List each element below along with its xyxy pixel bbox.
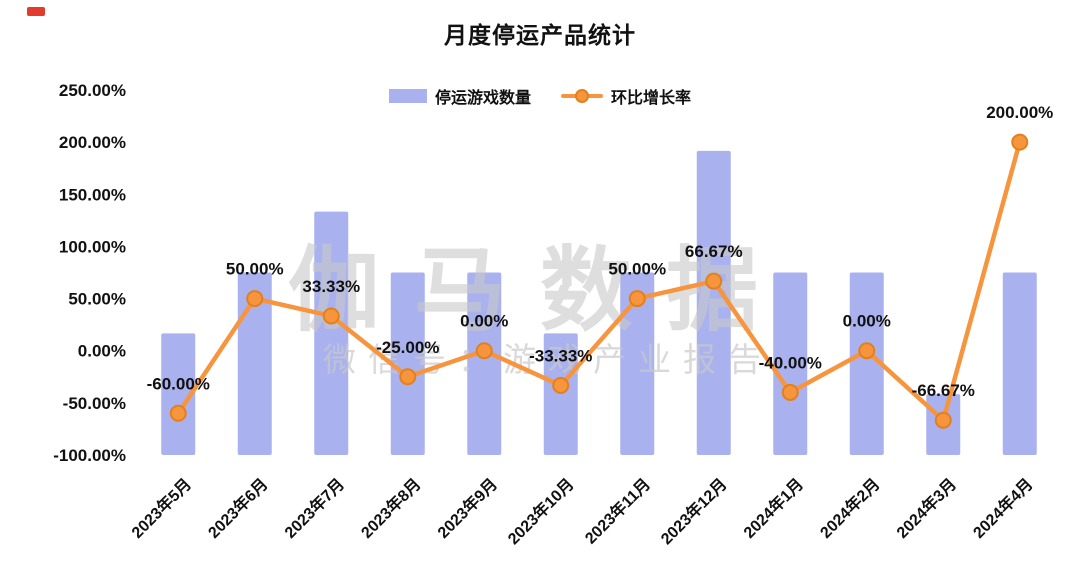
bar [314, 211, 349, 455]
data-label: 50.00% [226, 260, 284, 279]
bar [467, 272, 502, 455]
data-label: -25.00% [376, 338, 439, 357]
bar [543, 333, 578, 455]
y-tick-label: 100.00% [59, 237, 126, 256]
legend-item-line-series: 环比增长率 [561, 84, 691, 108]
x-tick-label: 2023年11月 [581, 474, 654, 547]
x-tick-label: 2024年1月 [740, 474, 808, 542]
x-tick-label: 2023年5月 [128, 474, 196, 542]
data-label: 200.00% [986, 103, 1053, 122]
bar [773, 272, 808, 455]
x-tick-label: 2023年10月 [504, 474, 578, 548]
line-marker [858, 342, 876, 360]
y-tick-label: 150.00% [59, 185, 126, 204]
x-tick-label: 2023年8月 [357, 474, 425, 542]
legend-item-bar-series: 停运游戏数量 [388, 84, 531, 108]
data-label: 0.00% [843, 312, 891, 331]
legend-bar-label: 停运游戏数量 [434, 90, 531, 107]
line-marker [934, 411, 952, 429]
x-tick-label: 2024年2月 [816, 474, 884, 542]
line-marker [552, 376, 570, 394]
data-label: -60.00% [147, 374, 210, 393]
watermark-subtext: 微信号：游戏产业报告 [323, 341, 773, 378]
data-label: 33.33% [302, 277, 360, 296]
bar [620, 272, 655, 455]
line-marker [246, 290, 264, 308]
line-swatch-icon [561, 89, 603, 103]
line-marker [169, 404, 187, 422]
bar [696, 150, 731, 456]
bar-swatch-icon [388, 89, 427, 103]
corner-logo-fragment [27, 7, 45, 16]
line-marker [628, 290, 646, 308]
line-marker [475, 342, 493, 360]
line-marker [399, 368, 417, 386]
x-tick-label: 2023年7月 [281, 474, 349, 542]
x-tick-label: 2024年4月 [969, 474, 1037, 542]
y-tick-label: 250.00% [59, 81, 126, 100]
x-tick-label: 2024年3月 [893, 474, 961, 542]
data-label: 66.67% [685, 242, 743, 261]
legend: 停运游戏数量 环比增长率 [0, 84, 1080, 108]
bar [237, 272, 272, 455]
line-marker [1011, 133, 1029, 151]
y-tick-label: 200.00% [59, 133, 126, 152]
line-marker [322, 307, 340, 325]
y-tick-label: -100.00% [53, 446, 126, 465]
y-tick-label: 0.00% [78, 342, 126, 361]
growth-line [176, 139, 1022, 423]
y-tick-label: -50.00% [63, 394, 126, 413]
line-marker [705, 272, 723, 290]
legend-line-label: 环比增长率 [611, 90, 692, 107]
data-label: 0.00% [460, 312, 508, 331]
data-label: 50.00% [608, 260, 666, 279]
data-label: -40.00% [759, 353, 822, 372]
bar [161, 333, 196, 455]
bar [849, 272, 884, 455]
bar [1002, 272, 1037, 455]
x-tick-label: 2023年12月 [657, 474, 731, 548]
line-marker [781, 383, 799, 401]
data-label: -66.67% [912, 381, 975, 400]
chart-title: 月度停运产品统计 [444, 22, 636, 48]
y-tick-label: 50.00% [68, 290, 126, 309]
bar [390, 272, 425, 455]
x-tick-label: 2023年9月 [434, 474, 502, 542]
x-tick-label: 2023年6月 [204, 474, 272, 542]
data-label: -33.33% [529, 346, 592, 365]
